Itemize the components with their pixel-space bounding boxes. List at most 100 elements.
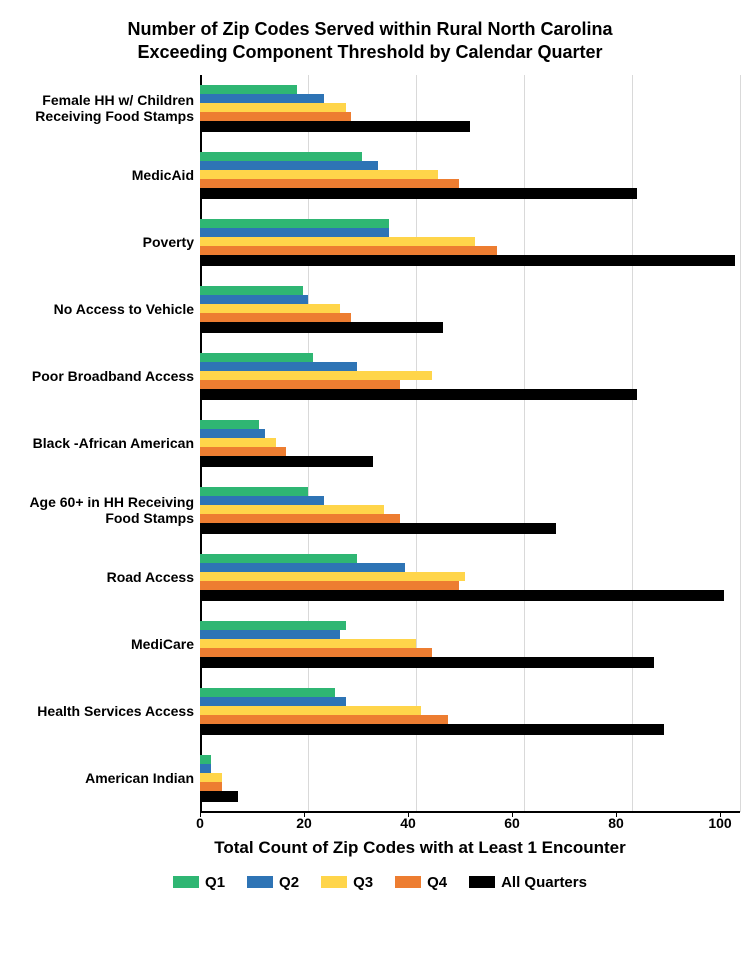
legend-label: Q1 bbox=[205, 874, 225, 891]
bar-all bbox=[200, 188, 637, 199]
bar-q3 bbox=[200, 773, 222, 782]
bar-q1 bbox=[200, 688, 335, 697]
legend-label: Q3 bbox=[353, 874, 373, 891]
category-label: Poverty bbox=[0, 209, 200, 276]
bar-all bbox=[200, 657, 654, 668]
bar-q2 bbox=[200, 362, 357, 371]
bar-q3 bbox=[200, 237, 475, 246]
bar-q2 bbox=[200, 764, 211, 773]
legend-swatch bbox=[469, 876, 495, 888]
bar-group bbox=[200, 477, 740, 544]
bar-q2 bbox=[200, 94, 324, 103]
bar-q2 bbox=[200, 429, 265, 438]
plot-area: Female HH w/ Children Receiving Food Sta… bbox=[0, 75, 740, 812]
bar-q3 bbox=[200, 639, 416, 648]
bar-group bbox=[200, 544, 740, 611]
bar-all bbox=[200, 590, 724, 601]
legend-item: Q4 bbox=[395, 874, 447, 891]
category-label: Health Services Access bbox=[0, 678, 200, 745]
x-axis-title: Total Count of Zip Codes with at Least 1… bbox=[100, 838, 740, 858]
category-label: Road Access bbox=[0, 544, 200, 611]
bar-q1 bbox=[200, 621, 346, 630]
bar-groups bbox=[200, 75, 740, 812]
bar-group bbox=[200, 142, 740, 209]
category-label: Poor Broadband Access bbox=[0, 343, 200, 410]
chart-title-line1: Number of Zip Codes Served within Rural … bbox=[20, 18, 720, 41]
bar-group bbox=[200, 209, 740, 276]
legend-swatch bbox=[321, 876, 347, 888]
x-axis-ticks: 020406080100 bbox=[200, 812, 720, 834]
bar-all bbox=[200, 389, 637, 400]
bar-q2 bbox=[200, 228, 389, 237]
x-tick-label: 0 bbox=[196, 815, 204, 831]
legend-item: All Quarters bbox=[469, 874, 587, 891]
bar-group bbox=[200, 410, 740, 477]
chart-title: Number of Zip Codes Served within Rural … bbox=[20, 18, 720, 65]
bar-group bbox=[200, 611, 740, 678]
gridline bbox=[740, 75, 741, 812]
bar-q1 bbox=[200, 152, 362, 161]
bar-q1 bbox=[200, 219, 389, 228]
bar-q2 bbox=[200, 697, 346, 706]
category-label: Black -African American bbox=[0, 410, 200, 477]
bar-q1 bbox=[200, 286, 303, 295]
bar-q4 bbox=[200, 313, 351, 322]
bar-q1 bbox=[200, 487, 308, 496]
x-tick-label: 60 bbox=[504, 815, 520, 831]
bar-q3 bbox=[200, 170, 438, 179]
bar-q3 bbox=[200, 304, 340, 313]
bar-q4 bbox=[200, 112, 351, 121]
bar-group bbox=[200, 745, 740, 812]
bar-q2 bbox=[200, 295, 308, 304]
x-tick-label: 40 bbox=[400, 815, 416, 831]
bar-all bbox=[200, 791, 238, 802]
bar-q1 bbox=[200, 353, 313, 362]
bar-q4 bbox=[200, 179, 459, 188]
bar-group bbox=[200, 276, 740, 343]
category-label: Female HH w/ Children Receiving Food Sta… bbox=[0, 75, 200, 142]
y-axis-labels: Female HH w/ Children Receiving Food Sta… bbox=[0, 75, 200, 812]
bar-q4 bbox=[200, 648, 432, 657]
x-tick-label: 80 bbox=[608, 815, 624, 831]
bar-q1 bbox=[200, 554, 357, 563]
legend-item: Q3 bbox=[321, 874, 373, 891]
bar-q3 bbox=[200, 438, 276, 447]
category-label: No Access to Vehicle bbox=[0, 276, 200, 343]
legend-item: Q2 bbox=[247, 874, 299, 891]
bar-all bbox=[200, 255, 735, 266]
bar-all bbox=[200, 523, 556, 534]
bar-q4 bbox=[200, 380, 400, 389]
legend-swatch bbox=[247, 876, 273, 888]
bar-q1 bbox=[200, 85, 297, 94]
legend-label: Q4 bbox=[427, 874, 447, 891]
bar-q1 bbox=[200, 755, 211, 764]
legend-swatch bbox=[173, 876, 199, 888]
category-label: MedicAid bbox=[0, 142, 200, 209]
bar-q4 bbox=[200, 447, 286, 456]
bar-q4 bbox=[200, 581, 459, 590]
bar-q4 bbox=[200, 782, 222, 791]
bar-group bbox=[200, 75, 740, 142]
bar-q3 bbox=[200, 505, 384, 514]
category-label: American Indian bbox=[0, 745, 200, 812]
x-tick-label: 20 bbox=[296, 815, 312, 831]
bar-q3 bbox=[200, 706, 421, 715]
bar-group bbox=[200, 343, 740, 410]
bar-all bbox=[200, 322, 443, 333]
legend-label: Q2 bbox=[279, 874, 299, 891]
legend: Q1 Q2 Q3 Q4 All Quarters bbox=[20, 874, 740, 891]
chart-title-line2: Exceeding Component Threshold by Calenda… bbox=[20, 41, 720, 64]
bar-q1 bbox=[200, 420, 259, 429]
bar-q3 bbox=[200, 103, 346, 112]
legend-label: All Quarters bbox=[501, 874, 587, 891]
bar-q2 bbox=[200, 630, 340, 639]
category-label: MediCare bbox=[0, 611, 200, 678]
bar-q4 bbox=[200, 715, 448, 724]
category-label: Age 60+ in HH Receiving Food Stamps bbox=[0, 477, 200, 544]
legend-item: Q1 bbox=[173, 874, 225, 891]
x-tick-label: 100 bbox=[708, 815, 731, 831]
chart-container: Number of Zip Codes Served within Rural … bbox=[0, 0, 750, 901]
bar-group bbox=[200, 678, 740, 745]
bar-all bbox=[200, 456, 373, 467]
bar-q4 bbox=[200, 246, 497, 255]
